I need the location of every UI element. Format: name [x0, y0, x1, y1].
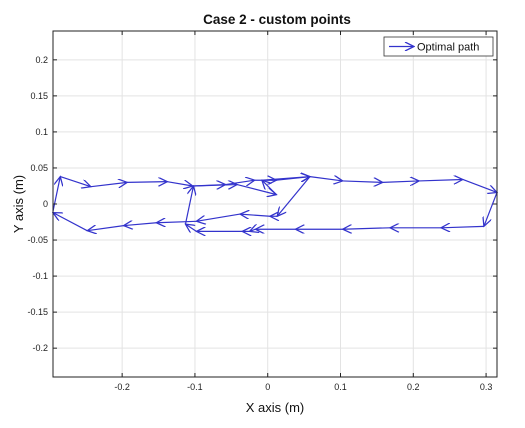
- path-arrow-segment: [462, 178, 497, 192]
- legend: Optimal path: [383, 36, 494, 57]
- path-arrow-segment: [277, 176, 311, 217]
- path-arrow-segment: [60, 176, 91, 187]
- legend-box: [383, 36, 494, 57]
- grid-lines: [53, 31, 497, 377]
- path-arrow-segment: [185, 224, 197, 231]
- path-arrow-segment: [156, 221, 197, 222]
- path-arrow-segment: [124, 223, 157, 226]
- y-tick-label: 0: [43, 199, 48, 209]
- legend-entry-optimal-path: Optimal path: [417, 42, 479, 54]
- path-arrow-segment: [309, 177, 343, 181]
- y-tick-label: -0.15: [27, 307, 48, 317]
- path-arrow-segment: [441, 226, 484, 227]
- y-tick-label: 0.15: [30, 91, 48, 101]
- path-arrow-segment: [343, 228, 391, 229]
- chart-title: Case 2 - custom points: [203, 12, 351, 27]
- y-tick-label: 0.05: [30, 163, 48, 173]
- axis-ticks: -0.2 -0.1 0 0.1 0.2 0.3 -0.2 -0.15 -0.1 -0.05 0 0.0…: [27, 31, 497, 392]
- x-axis-label: X axis (m): [246, 400, 305, 415]
- y-axis-label: Y axis (m): [11, 175, 26, 233]
- x-tick-label: -0.1: [187, 382, 203, 392]
- x-tick-label: -0.2: [114, 382, 130, 392]
- path-arrow-segment: [87, 226, 124, 231]
- path-arrow-segment: [127, 182, 167, 183]
- y-tick-label: -0.1: [32, 271, 48, 281]
- y-tick-label: 0.2: [35, 55, 48, 65]
- path-arrow-segment: [261, 177, 310, 181]
- optimal-path-series: [53, 177, 497, 232]
- y-tick-label: -0.05: [27, 235, 48, 245]
- y-tick-label: 0.1: [35, 127, 48, 137]
- path-arrow-segment: [382, 181, 419, 182]
- path-arrow-segment: [342, 181, 383, 182]
- path-arrow-segment: [240, 214, 270, 216]
- y-tick-label: -0.2: [32, 343, 48, 353]
- path-arrow-segment: [237, 183, 276, 195]
- x-tick-label: 0.3: [480, 382, 493, 392]
- path-arrow-segment: [193, 185, 237, 186]
- path-arrow-segment: [53, 213, 88, 232]
- path-arrow-segment: [262, 180, 277, 196]
- path-arrow-segment: [52, 177, 60, 212]
- x-tick-label: 0.2: [407, 382, 420, 392]
- path-arrow-segment: [419, 179, 463, 180]
- path-arrow-segment: [484, 192, 498, 226]
- x-tick-label: 0.1: [334, 382, 347, 392]
- path-arrow-segment: [90, 182, 127, 186]
- path-arrow-segment: [184, 186, 193, 225]
- path-arrow-segment: [196, 213, 241, 221]
- x-tick-label: 0: [265, 382, 270, 392]
